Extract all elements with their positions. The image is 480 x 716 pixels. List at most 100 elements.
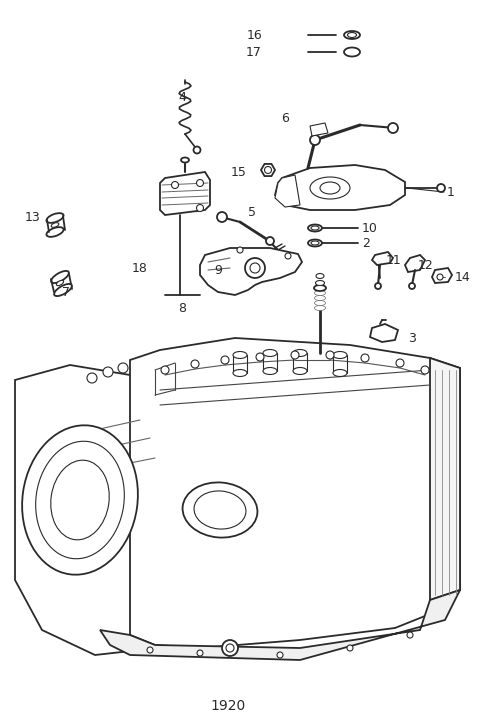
Polygon shape — [200, 248, 302, 295]
Ellipse shape — [344, 47, 360, 57]
Circle shape — [277, 652, 283, 658]
Text: 14: 14 — [455, 271, 471, 284]
Ellipse shape — [314, 285, 326, 291]
Circle shape — [291, 351, 299, 359]
Polygon shape — [261, 164, 275, 176]
Polygon shape — [372, 252, 393, 265]
Polygon shape — [370, 324, 398, 342]
Ellipse shape — [314, 296, 325, 301]
Circle shape — [437, 274, 443, 280]
Ellipse shape — [348, 32, 357, 37]
Ellipse shape — [181, 158, 189, 163]
Circle shape — [196, 205, 204, 211]
Text: 1: 1 — [447, 185, 455, 198]
Circle shape — [409, 283, 415, 289]
Text: 13: 13 — [25, 211, 41, 223]
Ellipse shape — [194, 491, 246, 529]
Ellipse shape — [233, 352, 247, 359]
Circle shape — [191, 360, 199, 368]
Circle shape — [310, 135, 320, 145]
Circle shape — [226, 644, 234, 652]
Text: 4: 4 — [178, 90, 186, 104]
Ellipse shape — [315, 281, 324, 286]
Ellipse shape — [311, 226, 319, 230]
Circle shape — [87, 373, 97, 383]
Text: 15: 15 — [231, 165, 247, 178]
Circle shape — [222, 640, 238, 656]
Ellipse shape — [233, 369, 247, 377]
Ellipse shape — [51, 271, 69, 283]
Circle shape — [266, 237, 274, 245]
Ellipse shape — [182, 483, 257, 538]
Ellipse shape — [54, 284, 72, 296]
Ellipse shape — [316, 274, 324, 279]
Circle shape — [361, 354, 369, 362]
Polygon shape — [160, 172, 210, 215]
Text: 16: 16 — [246, 29, 262, 42]
Circle shape — [196, 180, 204, 186]
Ellipse shape — [311, 241, 319, 245]
Circle shape — [103, 367, 113, 377]
Text: 18: 18 — [132, 261, 148, 274]
Circle shape — [237, 247, 243, 253]
Polygon shape — [100, 590, 460, 660]
Ellipse shape — [51, 460, 109, 540]
Ellipse shape — [314, 301, 325, 306]
Circle shape — [407, 632, 413, 638]
Ellipse shape — [263, 367, 277, 374]
Circle shape — [197, 650, 203, 656]
Text: 7: 7 — [62, 286, 70, 299]
Text: 9: 9 — [214, 263, 222, 276]
Circle shape — [437, 184, 445, 192]
Text: 17: 17 — [246, 46, 262, 59]
Circle shape — [326, 351, 334, 359]
Ellipse shape — [308, 225, 322, 231]
Circle shape — [147, 647, 153, 653]
Ellipse shape — [310, 177, 350, 199]
Ellipse shape — [47, 213, 63, 223]
Polygon shape — [275, 165, 405, 210]
Polygon shape — [310, 123, 328, 136]
Polygon shape — [275, 175, 300, 207]
Ellipse shape — [333, 369, 347, 377]
Ellipse shape — [293, 367, 307, 374]
Circle shape — [118, 363, 128, 373]
Ellipse shape — [293, 349, 307, 357]
Polygon shape — [15, 365, 160, 655]
Circle shape — [375, 283, 381, 289]
Text: 2: 2 — [362, 236, 370, 249]
Ellipse shape — [344, 31, 360, 39]
Circle shape — [171, 181, 179, 188]
Circle shape — [421, 366, 429, 374]
Polygon shape — [432, 268, 452, 283]
Circle shape — [256, 353, 264, 361]
Ellipse shape — [36, 441, 124, 558]
Circle shape — [221, 356, 229, 364]
Text: 6: 6 — [281, 112, 289, 125]
Ellipse shape — [22, 425, 138, 575]
Ellipse shape — [263, 349, 277, 357]
Ellipse shape — [47, 227, 63, 237]
Ellipse shape — [51, 223, 59, 227]
Polygon shape — [405, 255, 425, 272]
Circle shape — [161, 366, 169, 374]
Text: 8: 8 — [178, 301, 186, 314]
Text: 12: 12 — [418, 258, 434, 271]
Ellipse shape — [56, 281, 64, 286]
Circle shape — [193, 147, 201, 153]
Circle shape — [245, 258, 265, 278]
Circle shape — [217, 212, 227, 222]
Text: 11: 11 — [386, 253, 402, 266]
Ellipse shape — [314, 291, 325, 296]
Text: 5: 5 — [248, 205, 256, 218]
Text: 3: 3 — [408, 332, 416, 344]
Text: 10: 10 — [362, 221, 378, 235]
Ellipse shape — [320, 182, 340, 194]
Circle shape — [250, 263, 260, 273]
Circle shape — [285, 253, 291, 259]
Circle shape — [347, 645, 353, 651]
Polygon shape — [430, 358, 460, 600]
Polygon shape — [130, 338, 460, 648]
Text: 1920: 1920 — [210, 699, 246, 713]
Ellipse shape — [314, 306, 325, 311]
